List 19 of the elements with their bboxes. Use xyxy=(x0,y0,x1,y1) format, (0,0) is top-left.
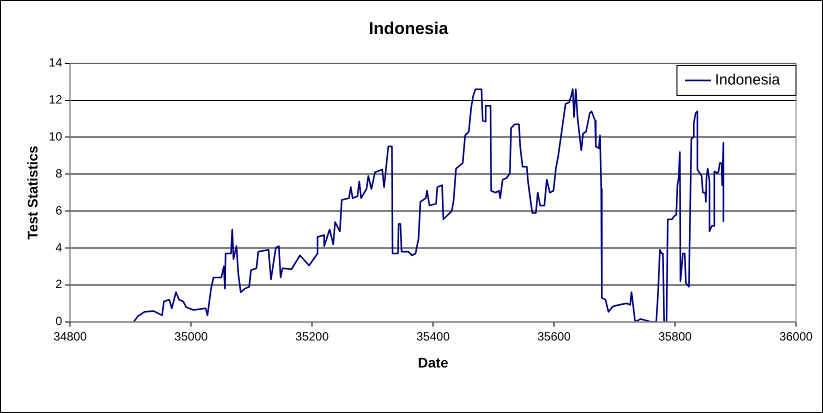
y-tick-label: 0 xyxy=(55,314,62,328)
chart-title: Indonesia xyxy=(368,18,449,38)
x-axis-title: Date xyxy=(418,354,448,370)
x-tick-label: 35800 xyxy=(658,329,692,344)
x-tick-label: 36000 xyxy=(779,329,814,344)
y-tick-label: 10 xyxy=(48,130,62,144)
x-tick-label: 34800 xyxy=(53,329,88,344)
x-tick-label: 35000 xyxy=(174,329,208,344)
x-tick-label: 35600 xyxy=(537,329,572,344)
x-tick-label: 35400 xyxy=(416,329,450,344)
y-tick-label: 14 xyxy=(48,56,62,70)
y-tick-label: 12 xyxy=(48,92,62,107)
y-tick-label: 6 xyxy=(55,203,62,218)
x-tick-label: 35200 xyxy=(295,329,330,344)
legend-label: Indonesia xyxy=(714,72,781,89)
y-axis-title: Test Statistics xyxy=(24,145,40,240)
y-tick-label: 4 xyxy=(55,240,62,254)
y-tick-label: 2 xyxy=(55,277,62,292)
y-tick-label: 8 xyxy=(55,166,62,180)
